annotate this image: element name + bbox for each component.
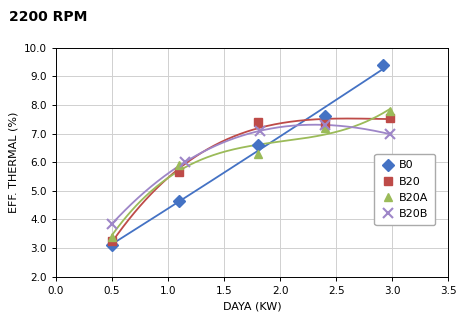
B20A: [177, 163, 182, 167]
B20B: [387, 132, 393, 136]
B20B: [182, 160, 188, 164]
B0: [109, 243, 115, 247]
B0: [381, 63, 386, 67]
B20: [177, 170, 182, 174]
B20A: [109, 235, 115, 238]
X-axis label: DAYA (KW): DAYA (KW): [223, 301, 282, 311]
Text: 2200 RPM: 2200 RPM: [9, 10, 88, 24]
B20: [387, 116, 393, 120]
B20B: [257, 129, 263, 133]
Line: B0: B0: [108, 61, 388, 249]
B0: [322, 114, 328, 118]
Line: B20A: B20A: [108, 107, 394, 241]
B20A: [322, 126, 328, 130]
B0: [255, 143, 261, 147]
B20A: [255, 152, 261, 156]
B20: [255, 120, 261, 124]
B20: [109, 239, 115, 243]
B20: [322, 121, 328, 125]
Legend: B0, B20, B20A, B20B: B0, B20, B20A, B20B: [375, 154, 435, 225]
B20A: [387, 109, 393, 113]
Line: B20B: B20B: [107, 120, 395, 229]
Y-axis label: EFF. THERMAL (%): EFF. THERMAL (%): [8, 112, 19, 213]
B20B: [322, 123, 328, 127]
B0: [177, 199, 182, 203]
B20B: [109, 222, 115, 226]
Line: B20: B20: [108, 114, 394, 245]
